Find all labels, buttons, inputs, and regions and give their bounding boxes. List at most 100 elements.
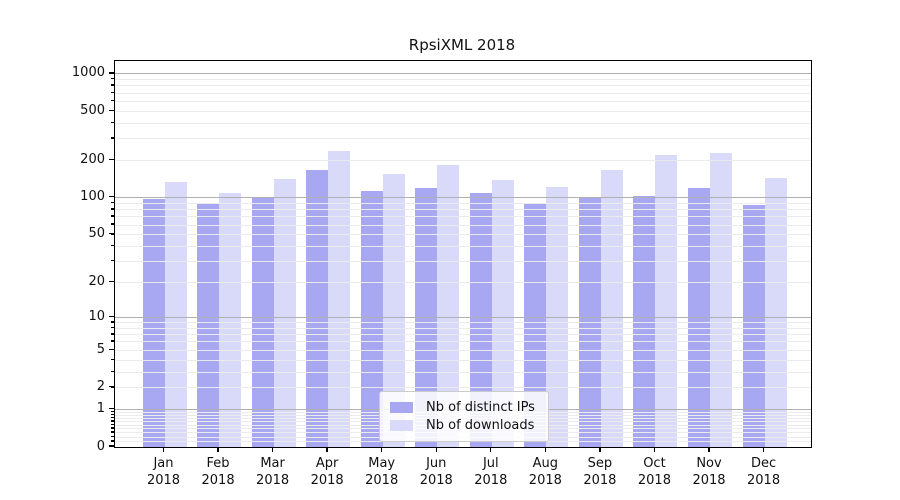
gridline-minor (115, 341, 811, 343)
y-minor-tick (111, 435, 114, 438)
bar-downloads-jan (164, 182, 187, 447)
y-minor-tick (111, 423, 114, 425)
y-tick-label: 200 (80, 152, 105, 168)
x-label-year: 2018 (637, 473, 671, 488)
y-minor-tick (111, 201, 114, 204)
y-tick (109, 72, 114, 74)
y-minor-tick (111, 99, 114, 102)
x-label-month: Jan (153, 456, 174, 471)
y-minor-tick (111, 244, 114, 247)
gridline-minor (115, 234, 811, 236)
y-tick (109, 407, 114, 410)
legend-item-distinct-ips: Nb of distinct IPs (390, 399, 548, 416)
x-label-month: Feb (206, 456, 230, 471)
x-label-year: 2018 (692, 473, 726, 488)
y-minor-tick (111, 223, 114, 225)
y-tick-label: 2 (96, 379, 105, 395)
x-label-year: 2018 (256, 473, 290, 488)
y-minor-tick (111, 233, 114, 235)
y-minor-tick (111, 121, 114, 124)
x-label-year: 2018 (583, 473, 617, 488)
gridline-minor (115, 122, 811, 124)
gridline-minor (115, 79, 811, 81)
y-tick-label: 500 (80, 102, 105, 118)
y-minor-tick (111, 370, 114, 373)
gridline-minor (115, 261, 811, 263)
y-tick (109, 445, 114, 447)
gridline-minor (115, 110, 811, 112)
bar-ips-may (360, 190, 383, 447)
gridline-minor (115, 359, 811, 361)
x-tick (326, 447, 328, 453)
bar-downloads-mar (273, 179, 296, 447)
gridline-minor (115, 100, 811, 102)
y-minor-tick (111, 109, 114, 112)
y-tick-label: 0 (96, 438, 105, 454)
y-minor-tick (111, 78, 114, 80)
x-tick-label-jun: Jun 2018 (401, 455, 471, 489)
gridline-minor (115, 322, 811, 324)
x-tick (762, 447, 765, 453)
y-minor-tick (111, 427, 114, 429)
y-minor-tick (111, 348, 114, 351)
x-tick-label-sep: Sep 2018 (565, 455, 635, 489)
y-minor-tick (111, 208, 114, 210)
x-tick-label-may: May 2018 (347, 455, 417, 489)
gridline-minor (115, 202, 811, 204)
y-minor-tick (111, 420, 114, 422)
y-tick-label: 50 (88, 226, 105, 242)
gridline-minor (115, 282, 811, 284)
legend-swatch-downloads (390, 420, 413, 431)
x-label-month: Aug (532, 456, 559, 471)
bar-ips-apr (306, 170, 329, 447)
legend-swatch-distinct-ips (390, 402, 413, 413)
x-tick (708, 447, 710, 453)
x-tick-label-feb: Feb 2018 (183, 455, 253, 489)
gridline-minor (115, 85, 811, 87)
gridline-minor (115, 138, 811, 140)
bar-downloads-oct (655, 155, 678, 447)
y-minor-tick (111, 358, 114, 360)
y-tick-label: 5 (96, 341, 105, 357)
legend-label-distinct-ips: Nb of distinct IPs (426, 400, 535, 415)
legend-item-downloads: Nb of downloads (390, 417, 548, 434)
gridline-minor (115, 216, 811, 218)
x-tick (271, 447, 274, 453)
x-label-month: Apr (315, 456, 339, 471)
x-label-year: 2018 (474, 473, 508, 488)
y-tick (109, 196, 114, 198)
x-tick-label-mar: Mar 2018 (238, 455, 308, 489)
gridline-major (115, 73, 811, 75)
x-label-year: 2018 (310, 473, 344, 488)
x-label-month: Oct (643, 456, 666, 471)
bar-ips-dec (742, 204, 765, 447)
x-label-month: Jul (482, 456, 499, 471)
bar-downloads-aug (546, 186, 569, 447)
x-tick-label-jul: Jul 2018 (456, 455, 526, 489)
x-tick-label-apr: Apr 2018 (292, 455, 362, 489)
bar-downloads-may (382, 174, 405, 447)
x-label-month: Dec (750, 456, 777, 471)
gridline-minor (115, 349, 811, 351)
x-label-year: 2018 (365, 473, 399, 488)
x-tick (162, 447, 165, 453)
x-label-year: 2018 (419, 473, 453, 488)
y-minor-tick (111, 159, 114, 161)
y-minor-tick (111, 413, 114, 416)
bar-ips-mar (251, 196, 274, 447)
y-minor-tick (111, 321, 114, 323)
bar-downloads-feb (219, 192, 242, 447)
gridline-minor (115, 371, 811, 373)
y-minor-tick (111, 215, 114, 217)
bar-downloads-dec (764, 177, 787, 447)
y-minor-tick (111, 84, 114, 86)
y-minor-tick (111, 431, 114, 433)
legend-label-downloads: Nb of downloads (426, 418, 535, 433)
x-tick (435, 447, 437, 453)
x-tick-label-jan: Jan 2018 (129, 455, 199, 489)
bar-downloads-jun (437, 164, 460, 447)
x-tick (599, 447, 601, 453)
y-minor-tick (111, 410, 114, 413)
y-tick-label: 20 (88, 274, 105, 290)
x-tick-label-oct: Oct 2018 (619, 455, 689, 489)
